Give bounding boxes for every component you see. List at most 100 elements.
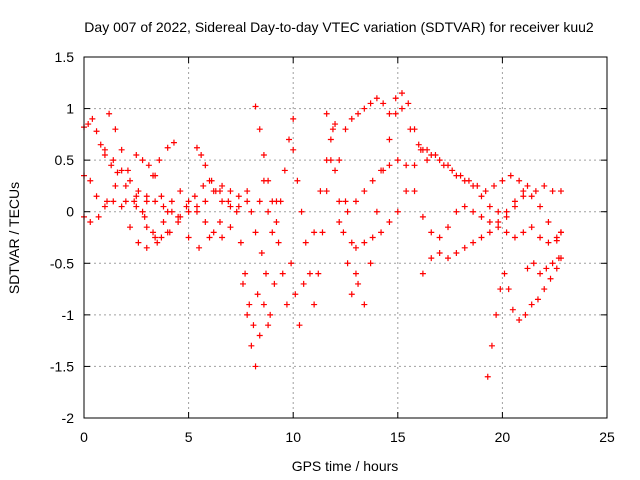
data-point xyxy=(486,203,493,210)
data-point xyxy=(254,291,261,298)
data-point xyxy=(227,188,234,195)
data-point xyxy=(332,167,339,174)
series-track-a xyxy=(81,115,177,215)
data-point xyxy=(530,260,537,267)
data-point xyxy=(557,188,564,195)
data-point xyxy=(549,188,556,195)
data-point xyxy=(95,213,102,220)
data-point xyxy=(154,239,161,246)
data-point xyxy=(323,157,330,164)
x-tick-label: 20 xyxy=(495,429,511,445)
data-point xyxy=(210,229,217,236)
data-point xyxy=(503,229,510,236)
data-point xyxy=(392,110,399,117)
data-point xyxy=(541,182,548,189)
data-point xyxy=(545,239,552,246)
data-point xyxy=(344,208,351,215)
data-point xyxy=(298,208,305,215)
data-point xyxy=(87,177,94,184)
data-point xyxy=(302,239,309,246)
data-point xyxy=(292,291,299,298)
data-point xyxy=(200,182,207,189)
data-point xyxy=(499,177,506,184)
data-point xyxy=(219,234,226,241)
data-point xyxy=(319,229,326,236)
data-point xyxy=(237,239,244,246)
data-point xyxy=(118,167,125,174)
data-point xyxy=(555,255,562,262)
data-point xyxy=(143,193,150,200)
data-point xyxy=(386,136,393,143)
data-point xyxy=(269,229,276,236)
data-point xyxy=(202,219,209,226)
data-point xyxy=(283,301,290,308)
data-point xyxy=(127,177,134,184)
data-point xyxy=(323,188,330,195)
data-point xyxy=(110,157,117,164)
data-point xyxy=(507,172,514,179)
data-point xyxy=(336,157,343,164)
data-point xyxy=(411,162,418,169)
data-point xyxy=(495,219,502,226)
data-point xyxy=(344,260,351,267)
data-point xyxy=(175,213,182,220)
data-point xyxy=(114,169,121,176)
data-point xyxy=(143,224,150,231)
data-point xyxy=(367,260,374,267)
data-point xyxy=(511,203,518,210)
data-point xyxy=(225,198,232,205)
data-point xyxy=(271,280,278,287)
data-point xyxy=(185,234,192,241)
x-tick-label: 10 xyxy=(285,429,301,445)
data-point xyxy=(482,188,489,195)
data-point xyxy=(503,213,510,220)
y-axis-label: SDTVAR / TECUs xyxy=(6,182,22,294)
y-tick-label: 1 xyxy=(66,101,74,117)
data-point xyxy=(152,198,159,205)
y-tick-label: 1.5 xyxy=(55,49,75,65)
data-point xyxy=(198,151,205,158)
data-point xyxy=(239,280,246,287)
data-point xyxy=(141,213,148,220)
data-point xyxy=(143,198,150,205)
series-track-f xyxy=(133,151,171,215)
data-point xyxy=(493,311,500,318)
data-point xyxy=(248,208,255,215)
chart-title: Day 007 of 2022, Sidereal Day-to-day VTE… xyxy=(84,19,594,35)
data-point xyxy=(329,126,336,133)
data-point xyxy=(415,141,422,148)
data-point xyxy=(286,136,293,143)
data-point xyxy=(133,193,140,200)
data-point xyxy=(170,139,177,146)
data-point xyxy=(131,198,138,205)
data-point xyxy=(206,234,213,241)
data-point xyxy=(524,265,531,272)
data-point xyxy=(445,255,452,262)
data-point xyxy=(501,270,508,277)
plot-frame xyxy=(83,56,608,419)
data-point xyxy=(281,167,288,174)
data-point xyxy=(235,193,242,200)
data-point xyxy=(279,270,286,277)
data-point xyxy=(133,151,140,158)
data-point xyxy=(424,157,431,164)
data-point xyxy=(424,146,431,153)
data-point xyxy=(461,244,468,251)
data-point xyxy=(250,322,257,329)
data-point xyxy=(164,208,171,215)
y-tick-label: 0.5 xyxy=(55,152,75,168)
data-point xyxy=(139,157,146,164)
series-track-p xyxy=(336,157,564,246)
data-point xyxy=(342,198,349,205)
data-point xyxy=(394,157,401,164)
data-point xyxy=(352,244,359,251)
data-point xyxy=(547,275,554,282)
data-point xyxy=(478,213,485,220)
data-point xyxy=(112,126,119,133)
data-point xyxy=(503,208,510,215)
data-point xyxy=(398,90,405,97)
series-track-l xyxy=(290,121,339,308)
data-point xyxy=(520,229,527,236)
data-point xyxy=(532,188,539,195)
data-point xyxy=(373,208,380,215)
